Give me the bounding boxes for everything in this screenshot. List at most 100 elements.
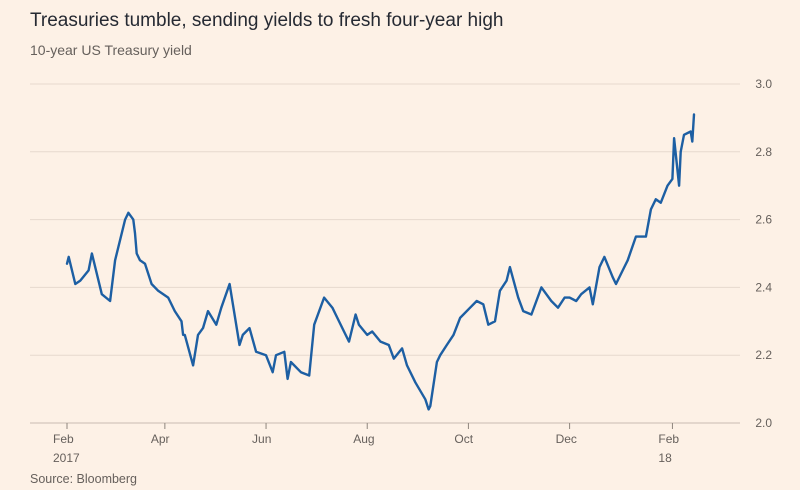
data-point <box>623 266 625 268</box>
data-point <box>671 178 674 180</box>
data-point <box>139 259 141 261</box>
data-point <box>127 212 129 214</box>
data-point <box>424 398 426 400</box>
data-point <box>215 324 217 326</box>
data-point <box>494 320 496 322</box>
data-point <box>197 334 199 336</box>
data-point <box>509 266 511 268</box>
data-point <box>300 371 302 373</box>
data-point <box>207 310 209 312</box>
data-point <box>182 334 184 336</box>
data-point <box>87 269 90 272</box>
data-point <box>180 320 183 322</box>
data-point <box>348 341 350 343</box>
data-point <box>232 303 234 305</box>
data-point <box>487 324 489 326</box>
data-point <box>272 371 274 373</box>
x-tick-sublabel: 2017 <box>53 451 80 465</box>
series-layer <box>65 113 696 411</box>
data-point <box>313 324 315 326</box>
data-point <box>452 334 455 336</box>
data-point <box>308 374 310 377</box>
data-point <box>627 259 629 261</box>
data-point <box>393 357 395 360</box>
data-point <box>184 334 186 336</box>
data-point <box>612 276 614 278</box>
x-tick-label: Feb <box>658 432 679 446</box>
data-point <box>660 202 662 204</box>
data-point <box>124 219 126 221</box>
data-point <box>220 307 222 309</box>
data-point <box>248 327 251 329</box>
data-point <box>517 296 519 299</box>
data-point <box>499 290 501 292</box>
data-point <box>476 300 478 302</box>
x-tick-label: Feb <box>53 432 74 446</box>
data-point <box>615 283 617 285</box>
data-point <box>242 334 244 336</box>
data-point <box>436 361 438 363</box>
data-point <box>645 235 647 238</box>
data-point <box>592 303 594 305</box>
data-point <box>150 283 153 285</box>
data-point <box>265 354 267 356</box>
chart-subtitle: 10-year US Treasury yield <box>30 42 192 58</box>
data-point <box>379 341 382 343</box>
data-point <box>323 296 325 299</box>
data-point <box>414 381 416 383</box>
data-point <box>192 364 194 366</box>
data-point <box>638 235 640 238</box>
data-point <box>132 219 134 221</box>
x-tick-label: Aug <box>353 432 374 446</box>
data-point <box>355 313 357 316</box>
data-point <box>174 310 176 312</box>
x-tick-sublabel: 18 <box>658 451 672 465</box>
data-point <box>79 280 81 282</box>
data-point <box>568 296 571 299</box>
y-tick-label: 2.6 <box>755 213 772 227</box>
data-point <box>446 344 448 346</box>
data-point <box>134 232 136 234</box>
data-point <box>290 361 292 363</box>
data-point <box>388 344 390 346</box>
data-point <box>691 141 693 143</box>
data-point <box>275 354 277 356</box>
x-tick-label: Oct <box>454 432 473 446</box>
data-point <box>522 310 524 312</box>
data-point <box>575 300 577 302</box>
data-point <box>255 351 257 353</box>
data-point <box>678 185 680 187</box>
data-point <box>401 347 403 350</box>
data-point <box>109 300 111 302</box>
data-point <box>429 405 431 407</box>
data-point <box>66 263 68 265</box>
data-point <box>136 252 138 255</box>
data-point <box>683 134 685 136</box>
data-point <box>335 313 337 316</box>
data-point <box>588 286 591 288</box>
y-tick-label: 2.2 <box>755 348 772 362</box>
data-point <box>673 137 675 139</box>
data-point <box>343 330 345 333</box>
data-point <box>482 303 484 305</box>
data-point <box>358 324 360 326</box>
data-point <box>74 283 76 285</box>
data-point <box>693 113 695 116</box>
data-point <box>469 307 471 309</box>
data-point <box>202 327 204 329</box>
data-point <box>371 330 373 333</box>
y-tick-label: 2.8 <box>755 145 772 159</box>
data-point <box>505 280 508 282</box>
data-point <box>157 290 159 292</box>
x-tick-label: Apr <box>151 432 170 446</box>
data-point <box>439 354 441 356</box>
y-tick-label: 3.0 <box>755 77 772 91</box>
data-point <box>680 151 682 153</box>
data-point <box>144 263 146 265</box>
data-point <box>603 256 606 258</box>
yield-series-line <box>65 113 696 411</box>
x-axis: Feb 2017 Apr Jun Aug Oct Dec Feb 18 <box>53 423 679 465</box>
data-point <box>287 378 289 380</box>
data-point <box>366 334 368 336</box>
